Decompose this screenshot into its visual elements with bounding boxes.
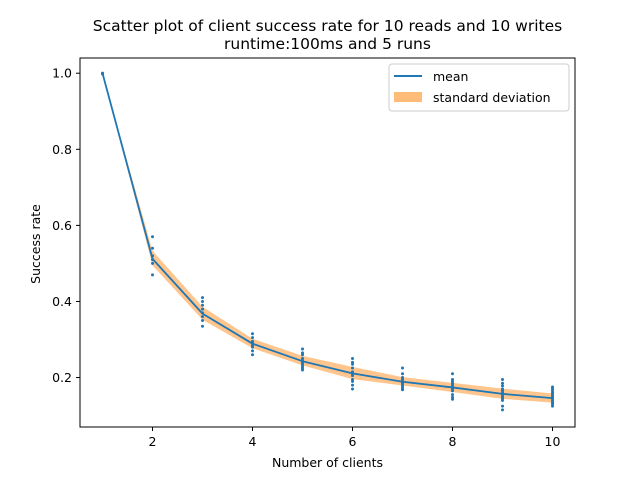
data-point bbox=[451, 397, 454, 401]
data-point bbox=[501, 384, 504, 388]
legend-label-std: standard deviation bbox=[433, 90, 551, 105]
x-axis-label: Number of clients bbox=[272, 455, 383, 470]
legend: mean standard deviation bbox=[388, 63, 570, 112]
data-point bbox=[251, 332, 254, 336]
data-point bbox=[501, 377, 504, 381]
data-point bbox=[501, 404, 504, 408]
plot-area bbox=[101, 71, 554, 412]
legend-swatch-std bbox=[394, 92, 422, 102]
y-tick-label: 0.2 bbox=[52, 370, 72, 385]
data-point bbox=[301, 353, 304, 357]
x-tick-label: 10 bbox=[545, 434, 561, 449]
data-point bbox=[201, 318, 204, 322]
data-point bbox=[501, 408, 504, 412]
legend-frame bbox=[388, 63, 570, 112]
data-point bbox=[201, 303, 204, 307]
x-tick-label: 8 bbox=[449, 434, 457, 449]
data-point bbox=[251, 336, 254, 340]
axes: 2 4 6 8 10 0.2 0.4 0.6 0.8 1.0 bbox=[52, 57, 576, 449]
chart-title: Scatter plot of client success rate for … bbox=[93, 17, 562, 35]
plot-frame bbox=[79, 57, 576, 428]
data-point bbox=[501, 381, 504, 385]
data-point bbox=[251, 345, 254, 349]
data-point bbox=[501, 398, 504, 402]
mean-line bbox=[101, 72, 553, 399]
data-point bbox=[351, 374, 354, 378]
data-point bbox=[351, 357, 354, 361]
data-point bbox=[401, 388, 404, 392]
data-point bbox=[151, 235, 154, 239]
data-point bbox=[351, 387, 354, 391]
data-point bbox=[351, 383, 354, 387]
y-axis-label: Success rate bbox=[28, 204, 43, 284]
x-tick-label: 2 bbox=[149, 434, 157, 449]
x-tick-label: 4 bbox=[249, 434, 257, 449]
legend-label-mean: mean bbox=[433, 69, 468, 84]
data-point bbox=[351, 379, 354, 383]
data-point bbox=[451, 393, 454, 397]
x-tick-label: 6 bbox=[349, 434, 357, 449]
data-point bbox=[201, 324, 204, 328]
data-point bbox=[451, 389, 454, 393]
chart-subtitle: runtime:100ms and 5 runs bbox=[224, 35, 431, 53]
data-point bbox=[251, 353, 254, 357]
data-point bbox=[201, 315, 204, 319]
data-point bbox=[401, 372, 404, 376]
data-point bbox=[451, 372, 454, 376]
y-tick-label: 0.4 bbox=[52, 294, 72, 309]
data-point bbox=[551, 404, 554, 408]
data-point bbox=[151, 246, 154, 250]
data-point bbox=[201, 296, 204, 300]
data-point bbox=[401, 366, 404, 370]
data-point bbox=[151, 261, 154, 265]
data-point bbox=[151, 273, 154, 277]
y-tick-label: 0.6 bbox=[52, 218, 72, 233]
y-tick-label: 0.8 bbox=[52, 142, 72, 157]
data-point bbox=[251, 349, 254, 353]
data-point bbox=[301, 368, 304, 372]
data-point bbox=[351, 366, 354, 370]
y-tick-label: 1.0 bbox=[52, 66, 72, 81]
data-point bbox=[351, 362, 354, 366]
data-point bbox=[201, 299, 204, 303]
data-point bbox=[201, 307, 204, 311]
data-point bbox=[301, 347, 304, 351]
